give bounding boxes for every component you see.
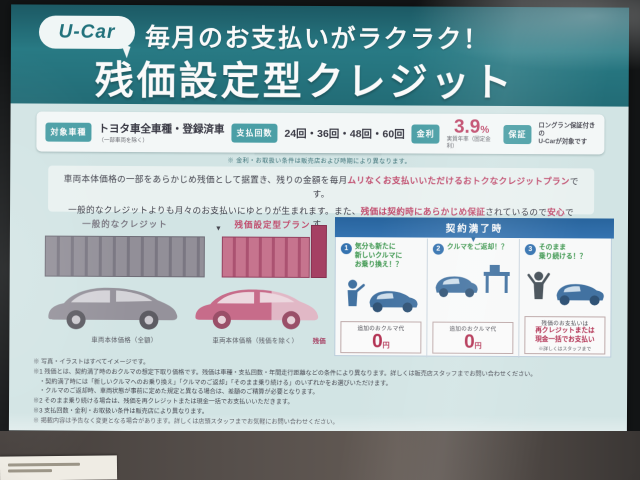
conditions-strip: 対象車種 トヨタ車全車種・登録済車 （一部車両を除く） 支払回数 24回・36回… (36, 111, 605, 155)
rate-chip: 金利 (411, 123, 440, 144)
option-trade-in: 1 気分も新たに 新しいクルマに お乗り換え！？ (335, 238, 428, 358)
target-cars-value: トヨタ車全車種・登録済車 (98, 122, 225, 136)
description-line-1: 車両本体価格の一部をあらかじめ残価として据置き、残りの金額を毎月ムリなくお支払い… (63, 173, 579, 199)
plan-description: 車両本体価格の一部をあらかじめ残価として据置き、残りの金額を毎月ムリなくお支払い… (48, 165, 595, 229)
installments-chip: 支払回数 (231, 123, 278, 143)
ucar-badge-label: U-Car (58, 21, 116, 43)
generic-credit-bar (44, 235, 205, 278)
option-keep-heading: そのまま 乗り続ける！？ (538, 244, 587, 261)
paper-strip (0, 455, 118, 480)
target-cars-chip: 対象車種 (45, 122, 92, 142)
conditions-note: ※ 金利・お取扱い条件は販売店および時期により異なります。 (227, 158, 412, 166)
option-keep-driving: 3 そのまま 乗り続ける！？ (519, 239, 611, 358)
poster-header: U-Car 毎月のお支払いがラクラク！ 残価設定型クレジット (10, 4, 630, 107)
footnote-line: ※ 掲載内容は予告なく変更となる場合があります。詳しくは店頭スタッフまでお気軽に… (32, 417, 339, 427)
generic-credit-caption: 車両本体価格（全額） (91, 336, 158, 345)
option-return: 2 クルマをご返却！？ (427, 238, 520, 359)
option-trade-in-cost-box: 追加のおクルマ代 0円 (340, 321, 422, 354)
installments-value: 24回・36回・48回・60回 (284, 127, 405, 140)
zero-yen-value: 0円 (372, 331, 390, 353)
option-return-cost-box: 追加のおクルマ代 0円 (432, 321, 514, 355)
rate-note: 実質年率（固定金利） (446, 137, 491, 150)
credit-poster: U-Car 毎月のお支払いがラクラク！ 残価設定型クレジット 対象車種 トヨタ車… (8, 4, 630, 434)
rate-value: 3.9% (453, 117, 490, 139)
residual-segment (310, 224, 327, 279)
residual-caption: 残価 (312, 337, 326, 346)
poster-title: 残価設定型クレジット (94, 59, 515, 106)
pink-car-icon (195, 289, 319, 330)
illegible-text-mark (7, 462, 80, 467)
warranty-chip: 保証 (503, 124, 532, 144)
option-trade-in-heading: 気分も新たに 新しいクルマに お乗り換え！？ (354, 243, 403, 269)
option-number-badge: 3 (524, 244, 536, 256)
illegible-text-mark (8, 469, 53, 473)
footnotes: ※ 写真・イラストはすべてイメージです。 ※1 残価とは、契約満了時のおクルマの… (33, 359, 605, 431)
person-keep-driving-icon (526, 263, 604, 307)
warranty-text: ロングラン保証付きの U-Carが対象です (538, 121, 596, 146)
keep-payment-text: 再クレジットまたは 現金一括でお支払い (535, 327, 595, 344)
residual-plan-bar (221, 236, 310, 278)
gray-car-icon (48, 287, 178, 330)
option-number-badge: 1 (340, 243, 352, 255)
generic-credit-title: 一般的なクレジット (82, 218, 168, 230)
option-keep-cost-box: 残価のお支払いは 再クレジットまたは 現金一括でお支払い ※詳しくはスタッフまで (524, 316, 606, 355)
residual-plan-caption: 車両本体価格（残価を除く） (212, 337, 299, 345)
car-return-counter-icon (433, 256, 513, 300)
person-with-new-car-icon (343, 271, 419, 315)
option-return-heading: クルマをご返却！？ (446, 243, 508, 251)
zero-yen-value: 0円 (464, 331, 482, 353)
plan-start-marker: ▼ (214, 225, 222, 233)
contract-end-panel: 契約満了時 ▼ 1 気分も新たに 新しいクルマに お乗り換え！？ (334, 217, 615, 359)
option-number-badge: 2 (432, 243, 444, 255)
target-cars-note: （一部車両を除く） (98, 137, 148, 144)
